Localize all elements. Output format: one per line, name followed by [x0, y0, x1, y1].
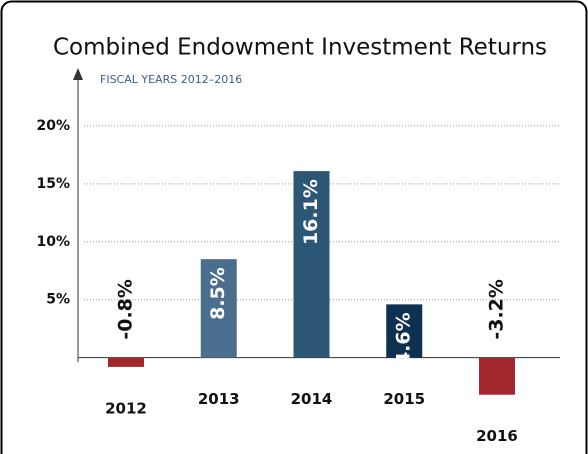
x-tick-label: 2014 [291, 390, 333, 408]
x-tick-label: 2013 [198, 390, 240, 408]
chart-subtitle: FISCAL YEARS 2012–2016 [100, 73, 242, 86]
bar [479, 357, 515, 395]
bar [293, 171, 330, 358]
y-tick-label: 10% [36, 234, 70, 250]
y-tick-label: 5% [46, 292, 70, 308]
chart-title: Combined Endowment Investment Returns [53, 35, 547, 61]
bar [108, 357, 144, 367]
value-label: 8.5% [207, 267, 229, 320]
y-tick-label: 20% [36, 118, 70, 134]
x-tick-label: 2016 [476, 427, 518, 445]
value-label: 16.1% [300, 179, 322, 245]
bar [386, 304, 423, 358]
y-tick-label: 15% [36, 176, 70, 192]
y-axis-arrow [73, 68, 83, 80]
x-tick-label: 2015 [383, 390, 425, 408]
x-tick-label: 2012 [105, 399, 147, 417]
value-label: -3.2% [486, 279, 508, 340]
bar [200, 259, 237, 358]
value-label: -0.8% [115, 279, 137, 340]
value-label: 4.6% [393, 312, 415, 365]
